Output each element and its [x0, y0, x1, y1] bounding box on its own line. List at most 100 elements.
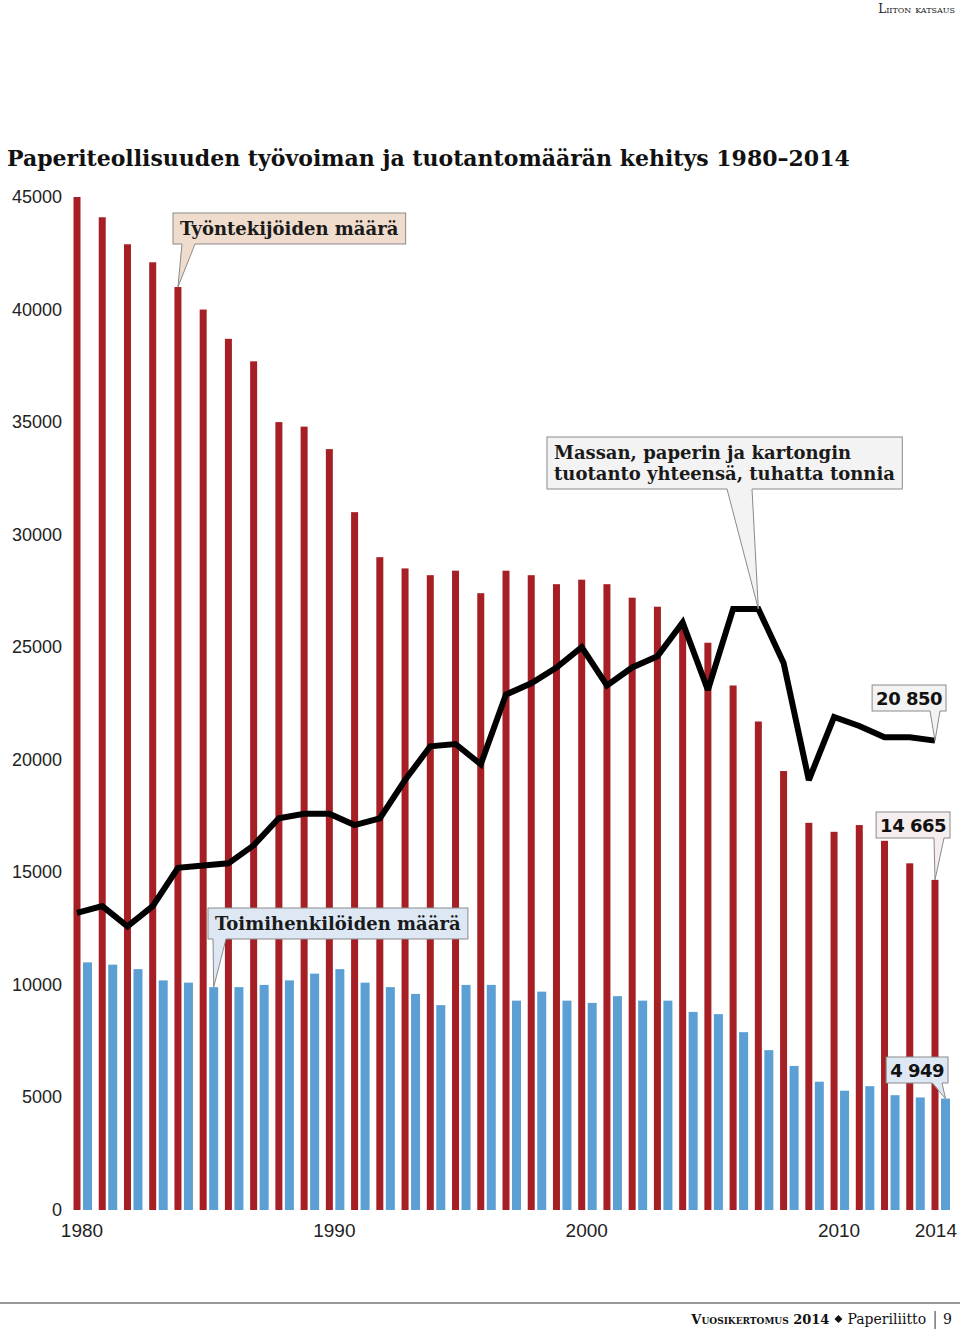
bar — [149, 262, 156, 1210]
bar — [326, 449, 333, 1210]
callout-tail-edge — [930, 711, 940, 741]
bar — [174, 287, 181, 1210]
bar — [578, 580, 585, 1210]
bar — [209, 987, 218, 1210]
y-tick-label: 15000 — [12, 862, 62, 882]
bar — [124, 244, 131, 1210]
y-tick-label: 45000 — [12, 187, 62, 207]
y-tick-label: 35000 — [12, 412, 62, 432]
bar — [376, 557, 383, 1210]
callout-tail-edge — [932, 1083, 946, 1099]
series-name: Massan, paperin ja kartongintuotanto yht… — [554, 442, 895, 484]
bar — [386, 987, 395, 1210]
bar — [689, 1012, 698, 1210]
y-tick-label: 40000 — [12, 300, 62, 320]
line — [77, 609, 935, 926]
callout-tail — [930, 710, 940, 741]
bar — [856, 825, 863, 1210]
bar — [503, 571, 510, 1210]
callout-tail-edge — [178, 244, 195, 287]
bar — [462, 985, 471, 1210]
bar — [739, 1032, 748, 1210]
x-tick-label: 2000 — [566, 1220, 608, 1241]
callout-box — [886, 1057, 948, 1083]
bar — [764, 1050, 773, 1210]
bar — [310, 974, 319, 1210]
bar — [562, 1001, 571, 1210]
y-tick-label: 25000 — [12, 637, 62, 657]
data-label: 20 850 — [876, 688, 942, 709]
bar — [351, 512, 358, 1210]
bar — [679, 627, 686, 1210]
bar — [200, 310, 207, 1210]
bar — [83, 962, 92, 1210]
callout-tail — [932, 1082, 946, 1099]
callout-tail-edge — [934, 838, 944, 880]
chart-title: Paperiteollisuuden työvoiman ja tuotanto… — [7, 145, 850, 171]
footer-diamond — [834, 1315, 842, 1323]
bar — [613, 996, 622, 1210]
footer-rule — [0, 1303, 960, 1304]
bar — [477, 593, 484, 1210]
bar — [159, 980, 168, 1210]
bar — [805, 823, 812, 1210]
bar — [361, 983, 370, 1210]
bar — [487, 985, 496, 1210]
data-label: 4 949 — [890, 1060, 944, 1081]
value-label: 20 850 — [872, 685, 946, 741]
series-name: Työntekijöiden määrä — [180, 218, 399, 239]
bar — [865, 1086, 874, 1210]
bar — [588, 1003, 597, 1210]
series-callout: Massan, paperin ja kartongintuotanto yht… — [547, 437, 902, 609]
bar — [704, 643, 711, 1210]
bar — [891, 1095, 900, 1210]
callout-tail — [178, 243, 195, 287]
callout-box — [876, 812, 950, 838]
bar — [755, 722, 762, 1210]
y-tick-label: 10000 — [12, 975, 62, 995]
bar — [663, 1001, 672, 1210]
bar — [815, 1082, 824, 1210]
bar — [402, 568, 409, 1210]
plot-area — [74, 197, 951, 1210]
callout-box — [208, 908, 468, 939]
bar — [335, 969, 344, 1210]
bar — [840, 1091, 849, 1210]
callout-tail-edge — [213, 939, 226, 987]
y-tick-label: 5000 — [22, 1087, 62, 1107]
series-name: Toimihenkilöiden määrä — [215, 913, 461, 934]
bar — [780, 771, 787, 1210]
value-label: 14 665 — [876, 812, 950, 880]
bar — [260, 985, 269, 1210]
x-tick-label: 2010 — [818, 1220, 860, 1241]
bar — [250, 361, 257, 1210]
callout-tail — [727, 488, 758, 609]
callout-tail — [934, 837, 944, 880]
bar — [184, 983, 193, 1210]
bar — [730, 685, 737, 1210]
footer-separator — [935, 1311, 936, 1329]
page-header: Liiton katsaus — [878, 2, 955, 16]
bar — [638, 1001, 647, 1210]
bar — [528, 575, 535, 1210]
bar — [916, 1097, 925, 1210]
bar — [906, 863, 913, 1210]
bar — [932, 880, 939, 1210]
bar — [654, 607, 661, 1210]
bar — [436, 1005, 445, 1210]
callout-box — [173, 213, 406, 244]
bar — [790, 1066, 799, 1210]
bar — [225, 339, 232, 1210]
y-tick-label: 0 — [52, 1200, 62, 1220]
series-callout: Toimihenkilöiden määrä — [208, 908, 468, 987]
bar — [452, 571, 459, 1210]
bar — [553, 584, 560, 1210]
bar — [133, 969, 142, 1210]
series-callout: Työntekijöiden määrä — [173, 213, 406, 287]
bar — [285, 980, 294, 1210]
bar — [881, 841, 888, 1210]
callout-box — [547, 437, 902, 489]
callout-box — [872, 685, 946, 711]
x-tick-label: 1980 — [61, 1220, 103, 1241]
callout-tail — [213, 938, 226, 987]
